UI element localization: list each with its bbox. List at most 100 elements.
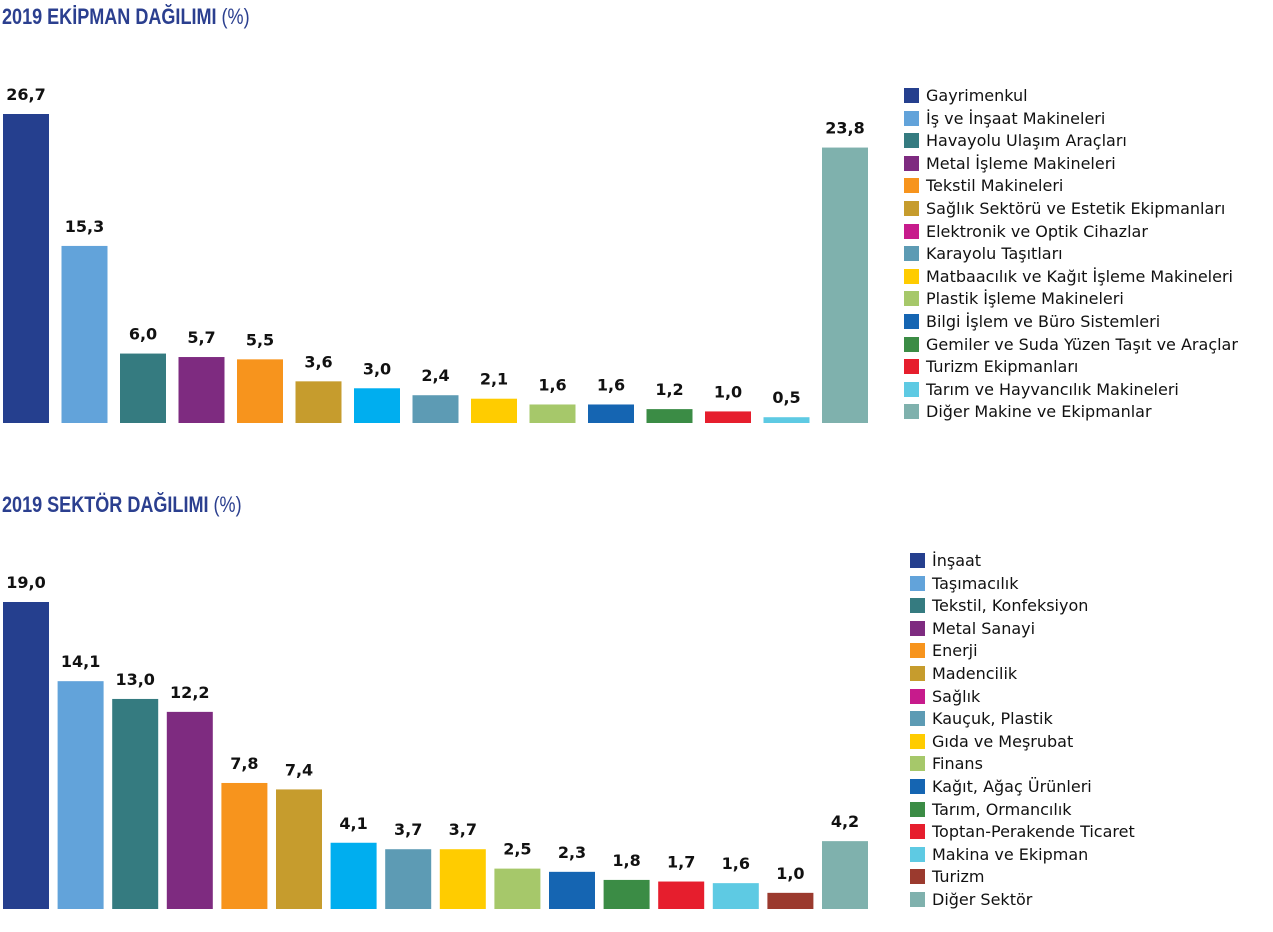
legend-label: Finans	[932, 754, 983, 774]
bar-13	[705, 411, 751, 423]
bar-5	[221, 782, 268, 909]
legend-swatch	[904, 291, 919, 307]
legend-swatch	[910, 620, 925, 636]
legend-swatch	[904, 155, 919, 171]
legend-item: Elektronik ve Optik Cihazlar	[904, 221, 1238, 244]
bar-4	[178, 357, 225, 423]
sector-bar-chart: 19,0 14,1 13,0 12,2 7,8 7,4 4,1 3,7 3,7 2,5 2,3 1,8…	[3, 573, 868, 909]
legend-swatch	[904, 88, 919, 103]
bar-4	[166, 711, 213, 909]
legend-swatch	[910, 643, 925, 659]
equipment-bar-chart: 26,7 15,3 6,0 5,7 5,5 3,6 3,0 2,4 2,1 1,6 1,6 1,2 1,…	[3, 85, 868, 423]
legend-swatch	[910, 824, 925, 840]
legend-swatch	[904, 404, 919, 420]
legend-label: Kauçuk, Plastik	[932, 709, 1053, 729]
bar-value-label-8: 3,7	[394, 820, 422, 839]
legend-swatch	[904, 223, 919, 239]
bar-10	[529, 404, 576, 423]
bar-14	[712, 883, 759, 909]
bar-value-label-9: 2,1	[480, 370, 508, 389]
legend-item: İş ve İnşaat Makineleri	[904, 108, 1238, 131]
legend-item: Gemiler ve Suda Yüzen Taşıt ve Araçlar	[904, 334, 1238, 357]
legend-swatch	[904, 336, 919, 352]
legend-swatch	[904, 381, 919, 397]
legend-swatch	[904, 178, 919, 194]
legend-label: Tekstil, Konfeksiyon	[932, 596, 1089, 616]
bar-10	[494, 868, 541, 909]
chart-title-equipment-text: 2019 EKİPMAN DAĞILIMI	[2, 4, 217, 29]
legend-item: Havayolu Ulaşım Araçları	[904, 130, 1238, 153]
legend-item: Bilgi İşlem ve Büro Sistemleri	[904, 311, 1238, 334]
bar-value-label-2: 14,1	[61, 652, 100, 671]
bar-value-label-9: 3,7	[449, 820, 477, 839]
legend-swatch	[910, 869, 925, 885]
bar-8	[412, 395, 459, 423]
legend-label: Turizm	[932, 867, 985, 887]
legend-label: Diğer Sektör	[932, 889, 1033, 909]
bar-value-label-4: 5,7	[187, 328, 215, 347]
legend-label: Plastik İşleme Makineleri	[926, 289, 1124, 309]
legend-item: Metal Sanayi	[910, 618, 1135, 641]
chart-title-sector-text: 2019 SEKTÖR DAĞILIMI	[2, 492, 209, 517]
bar-3	[112, 698, 159, 909]
legend-label: Gayrimenkul	[926, 86, 1028, 105]
bar-5	[237, 359, 283, 423]
bar-value-label-13: 1,0	[714, 382, 742, 401]
legend-swatch	[910, 598, 925, 614]
legend-item: Diğer Makine ve Ekipmanlar	[904, 401, 1238, 424]
legend-label: Havayolu Ulaşım Araçları	[926, 131, 1127, 151]
bar-value-label-15: 1,0	[776, 864, 804, 883]
legend-item: Kağıt, Ağaç Ürünleri	[910, 776, 1135, 799]
bar-16	[822, 841, 868, 909]
bar-value-label-1: 26,7	[6, 85, 45, 104]
legend-label: Elektronik ve Optik Cihazlar	[926, 221, 1148, 241]
bar-1	[3, 602, 49, 909]
legend-item: İnşaat	[910, 550, 1135, 573]
legend-label: Turizm Ekipmanları	[926, 357, 1079, 377]
legend-label: Sağlık	[932, 686, 981, 706]
legend-item: Turizm	[910, 866, 1135, 889]
bar-12	[646, 409, 693, 423]
legend-swatch	[904, 110, 919, 126]
bar-value-label-2: 15,3	[65, 217, 104, 236]
bar-15	[767, 892, 814, 909]
legend-swatch	[910, 553, 925, 568]
legend-label: Metal Sanayi	[932, 618, 1036, 638]
legend-swatch	[910, 733, 925, 749]
bar-value-label-6: 3,6	[304, 352, 332, 371]
legend-swatch	[910, 756, 925, 772]
chart-title-equipment: 2019 EKİPMAN DAĞILIMI (%)	[2, 4, 250, 30]
bar-value-label-14: 1,6	[722, 854, 750, 873]
legend-swatch	[904, 313, 919, 329]
bar-9	[439, 849, 486, 909]
legend-swatch	[910, 575, 925, 591]
legend-label: Matbaacılık ve Kağıt İşleme Makineleri	[926, 266, 1233, 286]
bar-value-label-5: 7,8	[230, 754, 258, 773]
bar-value-label-3: 13,0	[115, 670, 154, 689]
legend-label: Sağlık Sektörü ve Estetik Ekipmanları	[926, 198, 1226, 218]
legend-item: Diğer Sektör	[910, 889, 1135, 912]
bar-3	[120, 353, 166, 423]
legend-item: Finans	[910, 753, 1135, 776]
bar-value-label-15: 23,8	[825, 119, 864, 138]
legend-swatch	[904, 133, 919, 149]
bar-2	[57, 681, 104, 909]
sector-legend: İnşaat Taşımacılık Tekstil, Konfeksiyon Met…	[910, 550, 1135, 912]
legend-swatch	[910, 778, 925, 794]
legend-item: Karayolu Taşıtları	[904, 243, 1238, 266]
legend-label: Bilgi İşlem ve Büro Sistemleri	[926, 311, 1161, 331]
legend-label: Gıda ve Meşrubat	[932, 731, 1074, 751]
legend-item: Metal İşleme Makineleri	[904, 153, 1238, 176]
bar-13	[658, 881, 705, 909]
bar-1	[3, 114, 49, 423]
legend-label: İnşaat	[932, 551, 982, 570]
legend-swatch	[910, 891, 925, 907]
bar-value-label-7: 4,1	[339, 814, 367, 833]
bar-value-label-7: 3,0	[363, 359, 391, 378]
legend-item: Toptan-Perakende Ticaret	[910, 821, 1135, 844]
bar-15	[822, 147, 868, 423]
bar-6	[295, 381, 342, 423]
chart-title-sector-unit: (%)	[213, 492, 242, 517]
bar-6	[276, 789, 322, 909]
legend-swatch	[910, 711, 925, 727]
